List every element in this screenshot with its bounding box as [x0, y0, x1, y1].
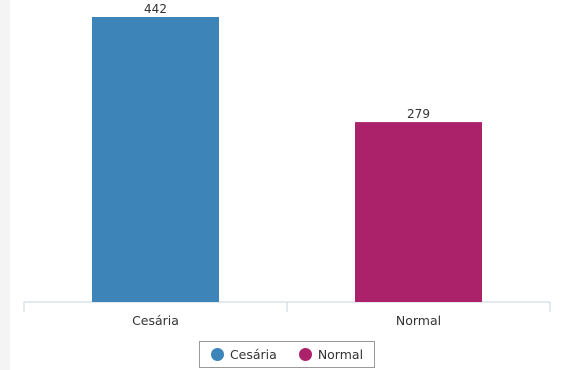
data-labels: 442 279 [144, 2, 430, 121]
bars [92, 17, 482, 302]
legend-label-normal: Normal [317, 347, 364, 362]
bar-0[interactable] [92, 17, 219, 302]
legend-swatch-normal [298, 348, 312, 361]
x-tick-labels: Cesária Normal [132, 313, 441, 328]
legend-swatch-cesaria [210, 348, 224, 361]
bar-1[interactable] [355, 122, 482, 302]
legend-label-cesaria: Cesária [229, 347, 277, 362]
data-label-0: 442 [144, 2, 167, 16]
left-panel-strip [0, 0, 10, 370]
x-tick-label-0: Cesária [132, 313, 179, 328]
x-axis [23, 301, 551, 312]
legend: Cesária Normal [199, 341, 375, 368]
bar-chart: 442 279 Cesária Normal [23, 2, 551, 328]
x-tick-label-1: Normal [396, 313, 441, 328]
legend-item-cesaria[interactable]: Cesária [210, 347, 277, 362]
data-label-1: 279 [407, 107, 430, 121]
legend-item-normal[interactable]: Normal [298, 347, 364, 362]
